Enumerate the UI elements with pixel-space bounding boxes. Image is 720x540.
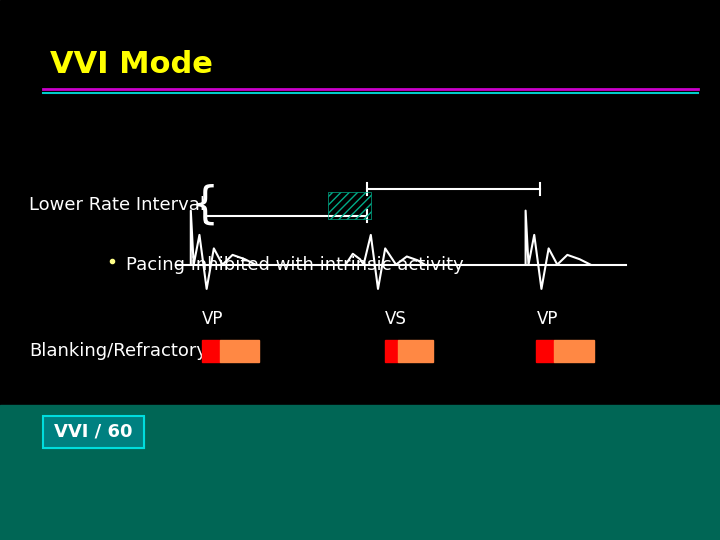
Text: VVI Mode: VVI Mode [50,50,213,79]
Bar [43,416,144,448]
Text: VP: VP [202,309,223,328]
Text: VP: VP [536,309,558,328]
Text: Pacing inhibited with intrinsic activity: Pacing inhibited with intrinsic activity [126,255,464,274]
Text: VVI / 60: VVI / 60 [54,423,133,441]
Bar [536,340,554,362]
Bar [0,405,720,540]
Bar [0,0,720,405]
Bar [554,340,594,362]
Bar [220,340,259,362]
Text: {: { [191,184,219,227]
Bar [202,340,220,362]
Text: Lower Rate Interval: Lower Rate Interval [29,196,204,214]
Text: Blanking/Refractory: Blanking/Refractory [29,342,207,360]
Bar [385,340,398,362]
Bar [328,192,371,219]
Bar [43,416,144,448]
Text: VS: VS [385,309,407,328]
Bar [398,340,433,362]
